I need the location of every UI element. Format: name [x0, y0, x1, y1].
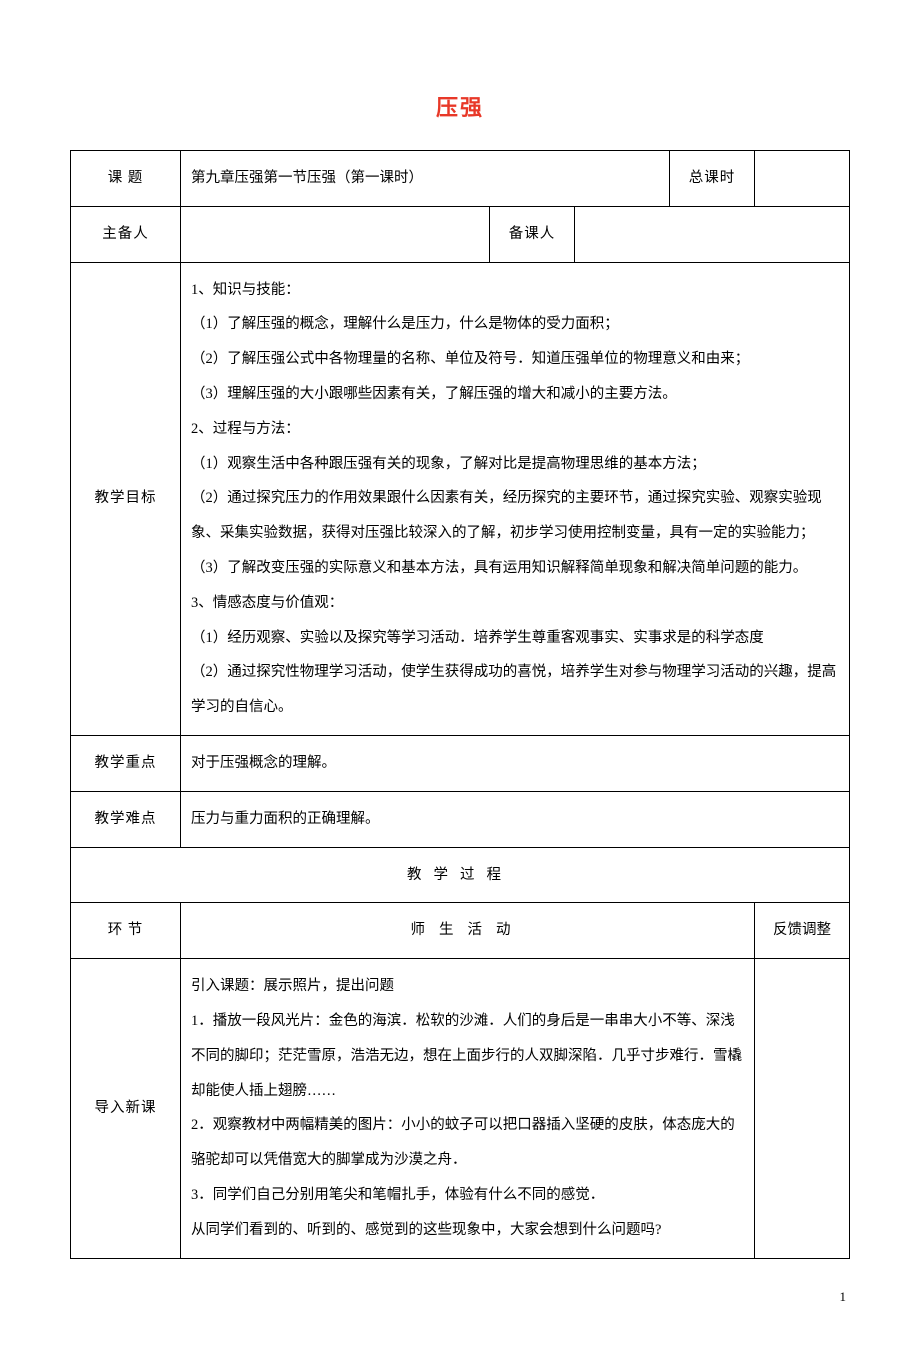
- main-prep-value: [181, 206, 490, 262]
- difficulty-value: 压力与重力面积的正确理解。: [181, 791, 850, 847]
- prep-value: [574, 206, 849, 262]
- total-value: [755, 151, 850, 207]
- goal-line: 2、过程与方法：: [191, 412, 841, 447]
- difficulty-label: 教学难点: [71, 791, 181, 847]
- col-activity: 师生活动: [181, 903, 755, 959]
- row-process-columns: 环 节 师生活动 反馈调整: [71, 903, 850, 959]
- total-label: 总课时: [670, 151, 755, 207]
- topic-value: 第九章压强第一节压强（第一课时）: [181, 151, 670, 207]
- goal-line: 3、情感态度与价值观：: [191, 586, 841, 621]
- col-phase: 环 节: [71, 903, 181, 959]
- page-container: 压强 课 题 第九章压强第一节压强（第一课时） 总课时 主备人 备课人 教学目标: [0, 0, 920, 1345]
- goals-label: 教学目标: [71, 262, 181, 735]
- col-feedback: 反馈调整: [755, 903, 850, 959]
- goal-line: （3）理解压强的大小跟哪些因素有关，了解压强的增大和减小的主要方法。: [191, 377, 841, 412]
- goal-line: （1）经历观察、实验以及探究等学习活动．培养学生尊重客观事实、实事求是的科学态度: [191, 621, 841, 656]
- goal-line: （3）了解改变压强的实际意义和基本方法，具有运用知识解释简单现象和解决简单问题的…: [191, 551, 841, 586]
- row-keypoint: 教学重点 对于压强概念的理解。: [71, 735, 850, 791]
- goal-line: （2）了解压强公式中各物理量的名称、单位及符号．知道压强单位的物理意义和由来；: [191, 342, 841, 377]
- page-number: 1: [70, 1289, 850, 1305]
- row-difficulty: 教学难点 压力与重力面积的正确理解。: [71, 791, 850, 847]
- intro-label: 导入新课: [71, 959, 181, 1258]
- row-process-header: 教学过程: [71, 847, 850, 903]
- lesson-table: 课 题 第九章压强第一节压强（第一课时） 总课时 主备人 备课人 教学目标 1、…: [70, 150, 850, 1259]
- row-preparer: 主备人 备课人: [71, 206, 850, 262]
- main-prep-label: 主备人: [71, 206, 181, 262]
- intro-line: 2．观察教材中两幅精美的图片：小小的蚊子可以把口器插入坚硬的皮肤，体态庞大的骆驼…: [191, 1108, 746, 1178]
- intro-content: 引入课题：展示照片，提出问题 1．播放一段风光片：金色的海滨．松软的沙滩．人们的…: [181, 959, 755, 1258]
- intro-line: 3．同学们自己分别用笔尖和笔帽扎手，体验有什么不同的感觉．: [191, 1178, 746, 1213]
- row-topic: 课 题 第九章压强第一节压强（第一课时） 总课时: [71, 151, 850, 207]
- row-intro: 导入新课 引入课题：展示照片，提出问题 1．播放一段风光片：金色的海滨．松软的沙…: [71, 959, 850, 1258]
- goals-content: 1、知识与技能： （1）了解压强的概念，理解什么是压力，什么是物体的受力面积； …: [181, 262, 850, 735]
- goal-line: （2）通过探究压力的作用效果跟什么因素有关，经历探究的主要环节，通过探究实验、观…: [191, 481, 841, 551]
- goal-line: （2）通过探究性物理学习活动，使学生获得成功的喜悦，培养学生对参与物理学习活动的…: [191, 655, 841, 725]
- doc-title: 压强: [70, 90, 850, 122]
- process-header: 教学过程: [71, 847, 850, 903]
- intro-line: 引入课题：展示照片，提出问题: [191, 969, 746, 1004]
- keypoint-value: 对于压强概念的理解。: [181, 735, 850, 791]
- row-goals: 教学目标 1、知识与技能： （1）了解压强的概念，理解什么是压力，什么是物体的受…: [71, 262, 850, 735]
- intro-line: 从同学们看到的、听到的、感觉到的这些现象中，大家会想到什么问题吗?: [191, 1213, 746, 1248]
- goal-line: （1）观察生活中各种跟压强有关的现象，了解对比是提高物理思维的基本方法；: [191, 447, 841, 482]
- prep-label: 备课人: [489, 206, 574, 262]
- goal-line: （1）了解压强的概念，理解什么是压力，什么是物体的受力面积；: [191, 307, 841, 342]
- goal-line: 1、知识与技能：: [191, 273, 841, 308]
- topic-label: 课 题: [71, 151, 181, 207]
- intro-feedback: [755, 959, 850, 1258]
- keypoint-label: 教学重点: [71, 735, 181, 791]
- intro-line: 1．播放一段风光片：金色的海滨．松软的沙滩．人们的身后是一串串大小不等、深浅不同…: [191, 1004, 746, 1108]
